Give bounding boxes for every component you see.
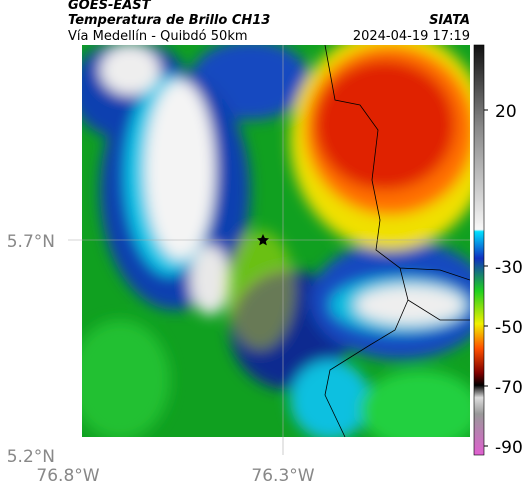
lat-label: 5.7°N: [7, 232, 55, 252]
colorbar-label: 20: [495, 102, 517, 122]
subtitle: Vía Medellín - Quibdó 50km: [68, 29, 248, 44]
colorbar-label: -30: [495, 258, 523, 278]
timestamp: 2024-04-19 17:19: [353, 29, 470, 44]
location-marker: [257, 234, 269, 246]
colorbar-label: -90: [495, 438, 523, 458]
lon-label: 76.8°W: [36, 466, 99, 486]
colorbar: [473, 44, 485, 456]
borders: [324, 45, 470, 437]
title: Temperatura de Brillo CH13: [68, 13, 270, 28]
agency: SIATA: [429, 13, 470, 28]
source: GOES-EAST: [68, 0, 152, 13]
colorbar-label: -70: [495, 378, 523, 398]
lat-label: 5.2°N: [7, 447, 55, 467]
lon-label: 76.3°W: [251, 466, 314, 486]
colorbar-ticks: [484, 109, 488, 447]
satellite-image: [82, 45, 470, 437]
colorbar-label: -50: [495, 318, 523, 338]
